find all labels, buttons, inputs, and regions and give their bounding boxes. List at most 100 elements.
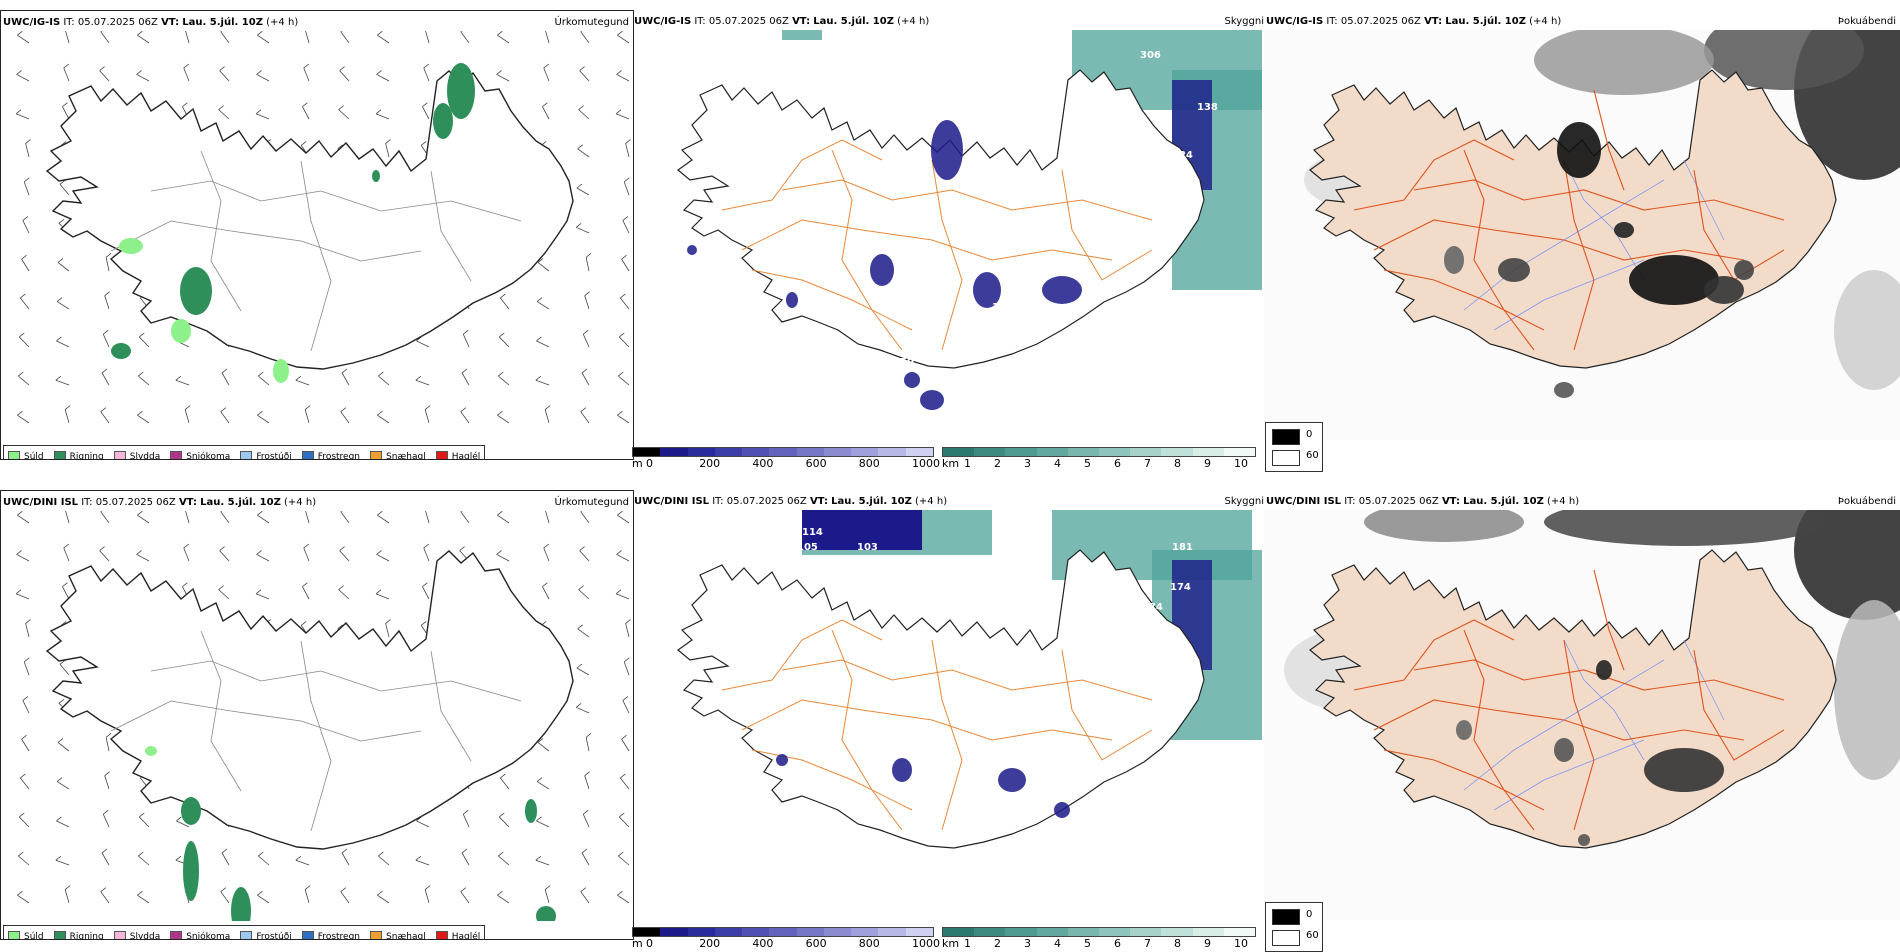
wind-barb [102, 814, 110, 828]
iceland-outline [677, 549, 1205, 849]
wind-barb [338, 109, 350, 120]
wind-barb-flag [420, 621, 427, 626]
wind-barb [376, 74, 390, 82]
road-line [1061, 169, 1153, 281]
wind-barb-flag [139, 332, 145, 338]
river-line [1563, 159, 1645, 281]
wind-barb-flag [255, 589, 262, 595]
it-label: IT: [63, 17, 75, 28]
wind-barb [620, 297, 630, 310]
road-line [150, 180, 522, 222]
wind-barb-flag [621, 734, 627, 740]
wind-barb [20, 777, 30, 790]
wind-barb [617, 34, 630, 44]
precip-type-title: Úrkomutegund [554, 497, 629, 508]
colorbar-segment [687, 928, 715, 936]
wind-barb [102, 334, 110, 348]
wind-barb-flag [337, 144, 343, 150]
wind-barb [18, 816, 30, 828]
colorbar-tick-label: 9 [1204, 457, 1211, 470]
wind-barb-flag [105, 252, 112, 258]
colorbar-tick-label: 200 [699, 937, 721, 950]
legend-swatch [435, 930, 448, 939]
wind-barb-flag [496, 550, 502, 555]
iceland-outline [45, 70, 574, 370]
wind-barb-flag [15, 589, 22, 595]
visibility-title: Skyggni [1224, 496, 1264, 507]
legend-label: Súld [24, 931, 44, 940]
wind-barb [100, 511, 110, 524]
valid-time: Lau. 5.júl. 10Z [182, 17, 263, 28]
wind-barb-flag [620, 293, 626, 299]
fog-patch [1557, 122, 1601, 178]
fog-panel: UWC/IG-IS IT: 05.07.2025 06Z VT: Lau. 5.… [1264, 10, 1900, 470]
vt-label: VT: [1424, 16, 1443, 27]
visibility-value: 27 [992, 792, 1006, 803]
visibility-value: 174 [1170, 582, 1191, 593]
wind-barb-flag [218, 585, 224, 590]
colorbar-segment [905, 448, 933, 456]
road-line [931, 639, 963, 831]
visibility-colorbar: km 1 2 3 4 5 6 7 8 9 10 [942, 927, 1256, 950]
wind-barb-flag [542, 582, 548, 587]
wind-barb-flag [576, 663, 583, 669]
colorbar-segment [742, 448, 770, 456]
sea-fog-area [1834, 270, 1900, 390]
wind-barb [65, 31, 70, 44]
wind-barb [576, 667, 590, 676]
wind-barb-flag [58, 218, 65, 224]
wind-barb [616, 554, 630, 562]
colorbar-tick-label: 400 [752, 937, 774, 950]
road-line [110, 220, 422, 262]
visibility-value: 175 [1168, 662, 1189, 673]
colorbar-tick-label: 3 [1024, 457, 1031, 470]
wind-barb [577, 628, 590, 638]
wind-barb [55, 379, 70, 386]
legend-swatch [370, 450, 383, 459]
wind-barb-flag [584, 291, 590, 296]
wind-barb-flag [625, 619, 631, 624]
wind-barb-flag [56, 777, 63, 782]
legend-item: Súld [8, 450, 44, 459]
fog-legend: 0 60 [1265, 902, 1323, 952]
cloud-patch [892, 758, 912, 782]
wind-barb-flag [295, 375, 302, 381]
wind-barb [544, 889, 550, 904]
wind-barb [220, 31, 230, 44]
wind-barb-flag [139, 812, 145, 818]
wind-barb-flag [498, 371, 504, 377]
visibility-colorbar-bar [942, 447, 1256, 457]
panel-title: UWC/DINI ISL IT: 05.07.2025 06Z VT: Lau.… [634, 496, 947, 507]
wind-barb-flag [302, 582, 308, 587]
roads [1353, 89, 1785, 351]
wind-barb-flag [255, 109, 262, 115]
road-line [1373, 699, 1745, 741]
wind-barb-flag [258, 851, 264, 857]
fog-patch [1444, 246, 1464, 274]
wind-barb-flag [460, 31, 463, 32]
precip-patch [119, 238, 143, 254]
wind-barb-flag [377, 31, 383, 36]
visibility-value: 247 [1012, 50, 1033, 61]
wind-barb [340, 891, 350, 904]
colorbar-tick-label: 1 [964, 937, 971, 950]
wind-barb [137, 34, 150, 44]
wind-barb [461, 852, 470, 866]
wind-barb [25, 143, 30, 158]
wind-barb-flag [257, 511, 263, 516]
wind-barb [258, 375, 270, 386]
wind-barb-flag [341, 848, 348, 854]
fog-patches [1456, 660, 1724, 846]
wind-barb [616, 74, 630, 82]
wind-barb-flag [461, 848, 468, 854]
road-line [1353, 139, 1515, 211]
legend-swatch [435, 450, 448, 459]
wind-barb [580, 891, 590, 904]
fog-panel: UWC/DINI ISL IT: 05.07.2025 06Z VT: Lau.… [1264, 490, 1900, 950]
visibility-value: 177 [1137, 622, 1158, 633]
init-time: 05.07.2025 06Z [95, 497, 176, 508]
wind-barb-flag [55, 375, 62, 381]
fog-legend-value-0: 0 [1306, 429, 1313, 440]
wind-barb-flag [544, 885, 551, 890]
wind-barb-flag [23, 657, 30, 663]
